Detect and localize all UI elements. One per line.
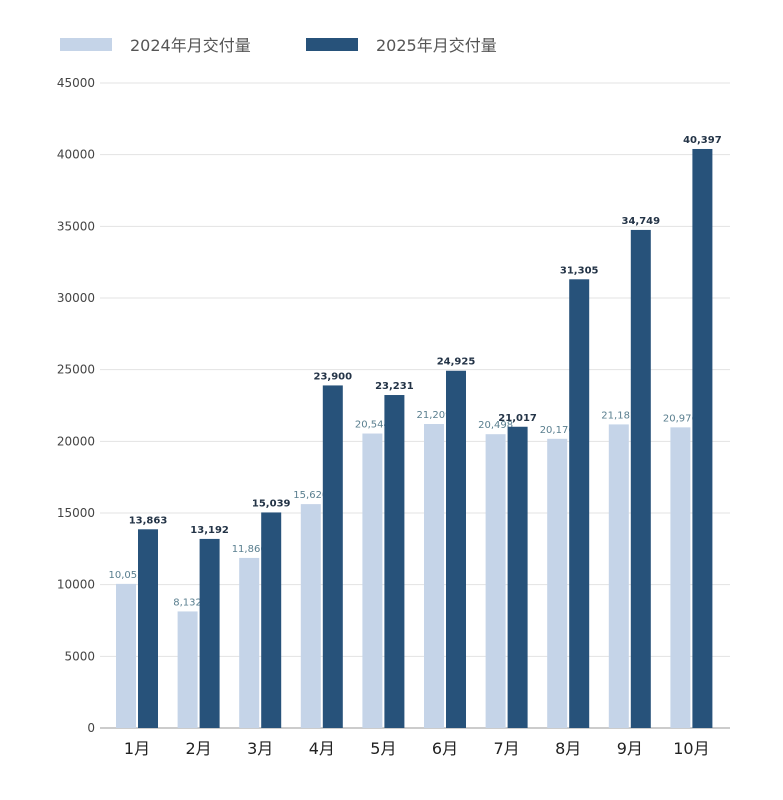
data-label: 15,620 [293, 490, 328, 501]
legend-swatch-2024 [60, 37, 112, 51]
y-tick-label: 45000 [57, 76, 95, 90]
x-tick-label: 9月 [617, 739, 643, 758]
data-label: 8,132 [173, 597, 202, 608]
bar-2025 [507, 426, 528, 728]
data-label: 20,498 [478, 420, 513, 431]
y-tick-label: 35000 [57, 219, 95, 233]
data-label: 13,192 [190, 525, 229, 536]
x-tick-label: 3月 [247, 739, 273, 758]
bar-2025 [692, 148, 713, 729]
bar-2024 [300, 504, 321, 728]
data-label: 20,544 [355, 420, 390, 431]
bar-2025 [630, 229, 651, 728]
bar-2025 [446, 370, 466, 728]
data-label: 11,866 [232, 544, 267, 555]
bar-2024 [485, 434, 506, 728]
data-label: 23,900 [314, 371, 353, 382]
x-tick-label: 5月 [370, 739, 396, 758]
y-tick-label: 5000 [64, 649, 95, 663]
x-tick-label: 1月 [124, 739, 150, 758]
legend-label-2025: 2025年月交付量 [376, 36, 497, 55]
bar-2024 [547, 438, 568, 728]
bar-2025 [261, 512, 282, 728]
bar-2025 [138, 529, 158, 728]
data-label: 10,055 [109, 570, 144, 581]
y-tick-label: 25000 [57, 363, 95, 377]
x-tick-label: 10月 [673, 739, 709, 758]
y-tick-label: 15000 [57, 506, 95, 520]
y-tick-label: 0 [87, 721, 95, 735]
data-label: 24,925 [437, 357, 476, 368]
bar-2025 [199, 538, 220, 728]
bar-2025 [384, 395, 405, 728]
bar-2024 [670, 427, 691, 728]
bar-2024 [424, 424, 444, 728]
data-label: 21,181 [601, 410, 636, 421]
legend-swatch-2025 [306, 37, 358, 51]
data-label: 23,231 [375, 381, 414, 392]
data-label: 21,017 [498, 413, 537, 424]
data-label: 31,305 [560, 265, 599, 276]
data-label: 20,176 [540, 425, 575, 436]
data-label: 40,397 [683, 135, 722, 146]
data-label: 13,863 [129, 515, 168, 526]
data-label: 34,749 [622, 216, 661, 227]
y-tick-label: 20000 [57, 434, 95, 448]
bar-2025 [569, 279, 590, 728]
y-tick-label: 30000 [57, 291, 95, 305]
y-tick-label: 10000 [57, 578, 95, 592]
x-tick-label: 2月 [186, 739, 212, 758]
x-tick-label: 8月 [555, 739, 581, 758]
data-label: 20,976 [663, 413, 698, 424]
bar-2024 [177, 611, 198, 728]
bar-2024 [116, 583, 136, 728]
x-tick-label: 7月 [494, 739, 520, 758]
data-label: 21,209 [417, 410, 452, 421]
legend: 2024年月交付量 2025年月交付量 [0, 32, 783, 56]
x-tick-label: 4月 [309, 739, 335, 758]
bar-2024 [608, 424, 629, 728]
legend-item-2025: 2025年月交付量 [306, 32, 497, 56]
legend-label-2024: 2024年月交付量 [130, 36, 251, 55]
bar-2024 [362, 433, 383, 728]
bar-2024 [239, 557, 260, 728]
x-tick-label: 6月 [432, 739, 458, 758]
y-tick-label: 40000 [57, 148, 95, 162]
data-label: 15,039 [252, 498, 291, 509]
bar-2025 [322, 385, 343, 728]
legend-item-2024: 2024年月交付量 [60, 32, 251, 56]
